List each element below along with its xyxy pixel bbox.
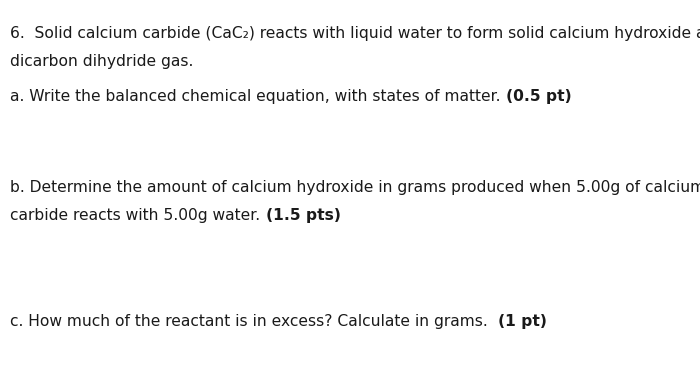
- Text: carbide reacts with 5.00g water.: carbide reacts with 5.00g water.: [10, 208, 265, 223]
- Text: b. Determine the amount of calcium hydroxide in grams produced when 5.00g of cal: b. Determine the amount of calcium hydro…: [10, 180, 700, 195]
- Text: c. How much of the reactant is in excess? Calculate in grams.: c. How much of the reactant is in excess…: [10, 314, 498, 329]
- Text: (1 pt): (1 pt): [498, 314, 547, 329]
- Text: (1.5 pts): (1.5 pts): [265, 208, 340, 223]
- Text: 6.  Solid calcium carbide (CaC₂) reacts with liquid water to form solid calcium : 6. Solid calcium carbide (CaC₂) reacts w…: [10, 26, 700, 41]
- Text: a. Write the balanced chemical equation, with states of matter.: a. Write the balanced chemical equation,…: [10, 89, 506, 104]
- Text: (0.5 pt): (0.5 pt): [506, 89, 572, 104]
- Text: dicarbon dihydride gas.: dicarbon dihydride gas.: [10, 54, 194, 69]
